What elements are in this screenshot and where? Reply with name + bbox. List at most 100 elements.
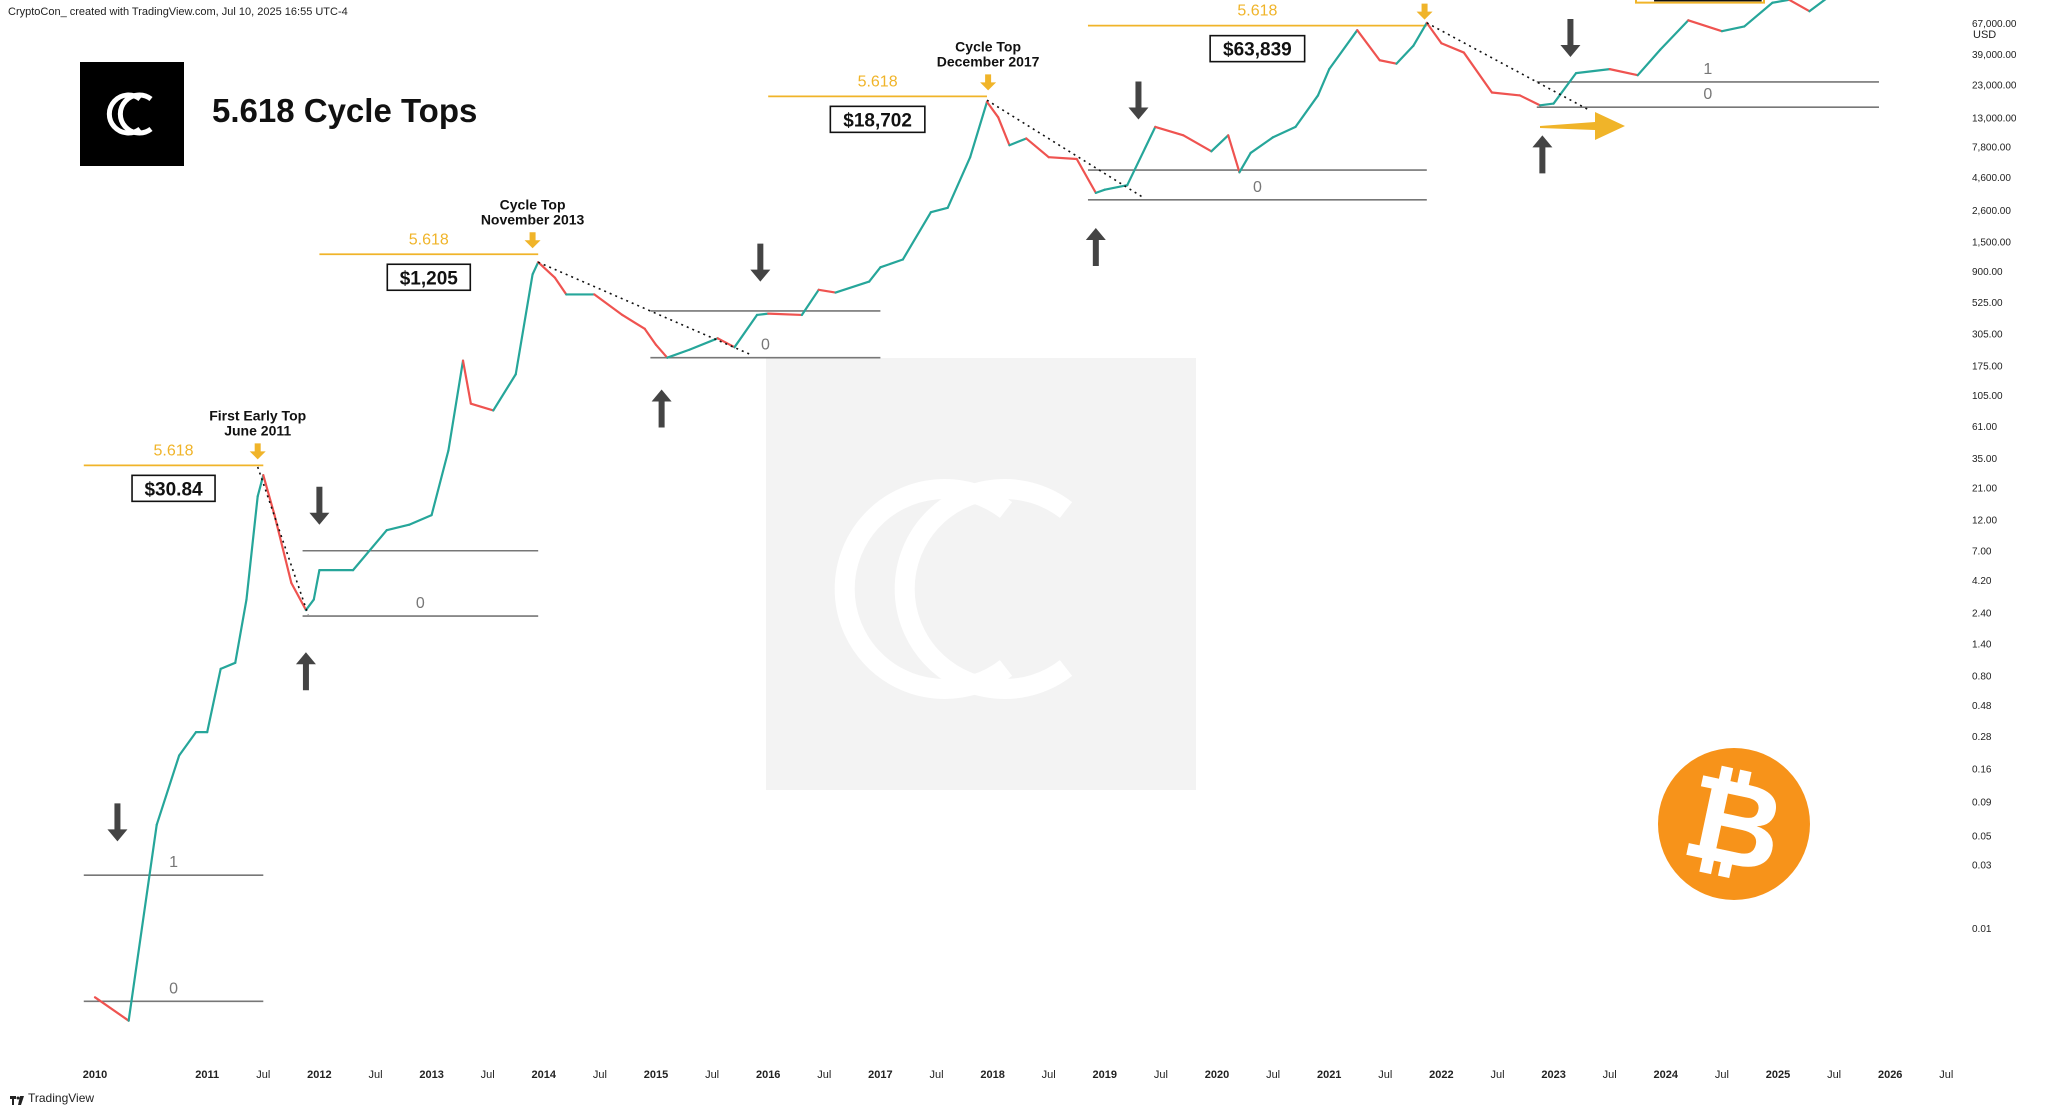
price-segment: [901, 211, 932, 261]
price-segment: [312, 569, 321, 601]
price-segment: [1462, 51, 1493, 94]
y-tick-label: 0.03: [1972, 861, 1992, 872]
y-tick-label: 1.40: [1972, 639, 1992, 650]
x-tick-label: Jul: [1042, 1069, 1056, 1081]
y-tick-label: 4.20: [1972, 576, 1992, 587]
price-segment: [1356, 29, 1381, 62]
price-segment: [155, 754, 181, 826]
price-segment: [447, 359, 465, 452]
price-segment: [469, 402, 495, 412]
price-segment: [1720, 25, 1746, 33]
price-segment: [93, 996, 130, 1022]
price-segment: [755, 312, 770, 317]
x-tick-label: Jul: [1603, 1069, 1617, 1081]
y-tick-label: 105.00: [1972, 391, 2003, 402]
price-segment: [1182, 134, 1213, 153]
price-segment: [219, 661, 237, 670]
price-segment: [206, 667, 222, 734]
x-tick-label: Jul: [1939, 1069, 1953, 1081]
price-segment: [1808, 0, 1827, 13]
price-segment: [351, 529, 388, 572]
cryptocon-logo-icon: [106, 92, 153, 136]
tradingview-label: TradingView: [28, 1091, 95, 1105]
price-segment: [1103, 184, 1129, 191]
price-segment: [1316, 68, 1331, 97]
x-tick-label: 2016: [756, 1069, 780, 1081]
price-segment: [621, 313, 646, 330]
price-segment: [1249, 136, 1275, 155]
projection-highlight-box: [1635, 0, 1765, 4]
price-segment: [1378, 59, 1398, 65]
price-segment: [553, 276, 568, 296]
watermark-panel: [766, 358, 1196, 790]
price-segment: [1227, 134, 1241, 174]
price-segment: [1094, 188, 1106, 194]
price-segment: [1047, 156, 1078, 161]
price-label: $63,839: [1223, 40, 1292, 61]
y-tick-label: 0.16: [1972, 764, 1992, 775]
price-segment: [969, 100, 989, 159]
price-segment: [1771, 0, 1791, 4]
price-segment: [929, 206, 949, 214]
level-label-zero: 0: [416, 595, 425, 612]
y-tick-label: 13,000.00: [1972, 113, 2017, 124]
price-segment: [537, 261, 557, 279]
price-segment: [1294, 94, 1320, 129]
x-tick-label: 2017: [868, 1069, 892, 1081]
price-segment: [654, 343, 669, 359]
price-segment: [245, 495, 259, 601]
price-segment: [430, 449, 450, 517]
arrow-up-icon: [1532, 135, 1553, 174]
price-segment: [1743, 1, 1774, 28]
arrow-down-icon: [107, 803, 128, 842]
level-label-zero: 0: [1703, 86, 1712, 103]
tradingview-brand: TradingView: [10, 1091, 94, 1105]
price-segment: [1687, 19, 1724, 33]
y-tick-label: 2,600.00: [1972, 206, 2011, 217]
price-segment: [1608, 68, 1639, 77]
y-tick-label: 7,800.00: [1972, 143, 2011, 154]
trendline-dotted: [537, 261, 752, 356]
price-segment: [385, 523, 411, 532]
top-marker-arrow-icon: [980, 74, 997, 91]
price-label: $30.84: [144, 479, 203, 500]
y-tick-label: 900.00: [1972, 267, 2003, 278]
x-tick-label: 2026: [1878, 1069, 1902, 1081]
price-segment: [1788, 0, 1811, 13]
price-segment: [1025, 137, 1050, 159]
price-segment: [767, 312, 803, 317]
trendline-dotted: [256, 466, 309, 616]
level-label-zero: 0: [169, 980, 178, 997]
price-segment: [1126, 125, 1157, 187]
y-tick-label: 1,500.00: [1972, 238, 2011, 249]
annotation-text: Cycle Top: [955, 38, 1021, 54]
arrow-down-icon: [309, 486, 330, 525]
x-tick-label: 2019: [1093, 1069, 1117, 1081]
x-tick-label: Jul: [1154, 1069, 1168, 1081]
arrow-up-icon: [295, 652, 316, 691]
annotation-text: November 2013: [481, 211, 585, 227]
watermark-logo-icon: [834, 479, 1073, 699]
price-segment: [879, 258, 904, 269]
y-tick-label: 0.28: [1972, 732, 1992, 743]
y-tick-label: 305.00: [1972, 329, 2003, 340]
x-tick-label: 2013: [419, 1069, 443, 1081]
cryptocon-logo: [80, 62, 184, 166]
y-tick-label: 7.00: [1972, 547, 1992, 558]
price-segment: [1659, 19, 1690, 51]
price-segment: [817, 288, 837, 294]
x-tick-label: 2024: [1654, 1069, 1679, 1081]
price-box: [829, 105, 926, 134]
arrow-down-icon: [1128, 81, 1149, 120]
x-tick-label: 2014: [532, 1069, 557, 1081]
x-tick-label: Jul: [1266, 1069, 1280, 1081]
y-tick-label: 175.00: [1972, 361, 2003, 372]
price-segment: [178, 731, 198, 757]
price-segment: [461, 359, 472, 405]
price-segment: [666, 348, 691, 359]
price-segment: [1412, 21, 1428, 47]
price-segment: [1328, 29, 1359, 71]
trendline-dotted: [1426, 22, 1588, 110]
price-segment: [985, 100, 1000, 119]
